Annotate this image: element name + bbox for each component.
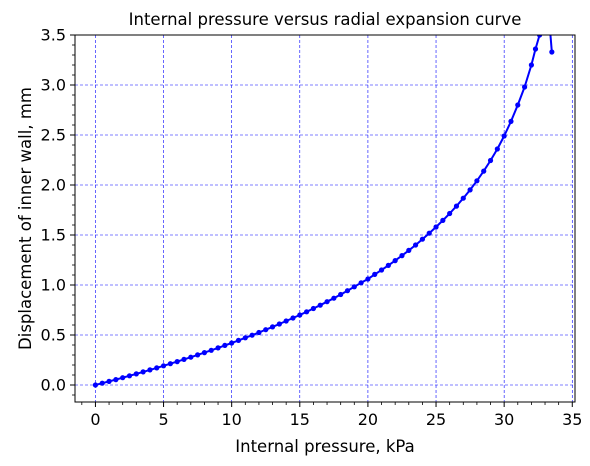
data-point xyxy=(474,178,479,183)
data-point xyxy=(188,355,193,360)
data-point xyxy=(488,158,493,163)
data-point xyxy=(106,379,111,384)
data-point xyxy=(141,369,146,374)
x-tick-label: 10 xyxy=(221,410,241,429)
y-tick-label: 1.0 xyxy=(41,276,66,295)
y-tick-label: 0.0 xyxy=(41,376,66,395)
data-point xyxy=(195,352,200,357)
data-point xyxy=(522,84,527,89)
data-point xyxy=(120,375,125,380)
data-point xyxy=(263,327,268,332)
data-point xyxy=(359,280,364,285)
data-point xyxy=(202,350,207,355)
data-point xyxy=(311,306,316,311)
data-point xyxy=(533,46,538,51)
data-point xyxy=(393,258,398,263)
y-axis-label: Displacement of inner wall, mm xyxy=(16,87,35,350)
data-point xyxy=(420,237,425,242)
data-point xyxy=(243,335,248,340)
y-tick-label: 0.5 xyxy=(41,326,66,345)
data-point xyxy=(277,321,282,326)
data-point xyxy=(406,248,411,253)
data-point xyxy=(147,367,152,372)
data-point xyxy=(181,357,186,362)
data-point xyxy=(508,119,513,124)
data-point xyxy=(236,338,241,343)
data-point xyxy=(413,242,418,247)
y-tick-label: 1.5 xyxy=(41,226,66,245)
data-point xyxy=(215,345,220,350)
data-point xyxy=(467,187,472,192)
data-point xyxy=(324,299,329,304)
data-point xyxy=(161,363,166,368)
data-point xyxy=(134,371,139,376)
data-point xyxy=(502,133,507,138)
y-tick-label: 2.5 xyxy=(41,126,66,145)
data-point xyxy=(440,218,445,223)
y-tick-label: 3.5 xyxy=(41,26,66,45)
data-point xyxy=(352,284,357,289)
x-tick-label: 15 xyxy=(290,410,310,429)
data-point xyxy=(331,296,336,301)
data-point xyxy=(318,303,323,308)
data-point xyxy=(100,381,105,386)
data-point xyxy=(290,315,295,320)
data-point xyxy=(229,340,234,345)
data-point xyxy=(529,62,534,67)
y-tick-label: 3.0 xyxy=(41,76,66,95)
x-tick-label: 35 xyxy=(562,410,582,429)
data-point xyxy=(549,49,554,54)
data-point xyxy=(379,267,384,272)
chart-title: Internal pressure versus radial expansio… xyxy=(129,10,522,29)
data-point xyxy=(175,359,180,364)
data-point xyxy=(461,196,466,201)
data-point xyxy=(386,263,391,268)
x-axis-label: Internal pressure, kPa xyxy=(235,437,414,456)
x-tick-label: 5 xyxy=(158,410,168,429)
x-tick-label: 25 xyxy=(426,410,446,429)
data-point xyxy=(433,224,438,229)
data-point xyxy=(127,373,132,378)
data-point xyxy=(209,348,214,353)
data-point xyxy=(113,377,118,382)
data-point xyxy=(256,330,261,335)
data-point xyxy=(168,361,173,366)
data-point xyxy=(495,146,500,151)
data-point xyxy=(304,309,309,314)
data-point xyxy=(454,204,459,209)
data-point xyxy=(345,288,350,293)
data-point xyxy=(250,333,255,338)
data-point xyxy=(399,253,404,258)
data-point xyxy=(427,231,432,236)
data-point xyxy=(222,343,227,348)
data-point xyxy=(365,276,370,281)
data-point xyxy=(447,211,452,216)
data-point xyxy=(297,312,302,317)
data-point xyxy=(93,382,98,387)
x-tick-label: 20 xyxy=(358,410,378,429)
data-point xyxy=(515,102,520,107)
data-point xyxy=(154,365,159,370)
data-point xyxy=(270,324,275,329)
x-tick-label: 0 xyxy=(90,410,100,429)
data-point xyxy=(338,292,343,297)
x-tick-label: 30 xyxy=(494,410,514,429)
data-point xyxy=(372,272,377,277)
data-point xyxy=(481,169,486,174)
data-point xyxy=(284,318,289,323)
y-tick-label: 2.0 xyxy=(41,176,66,195)
